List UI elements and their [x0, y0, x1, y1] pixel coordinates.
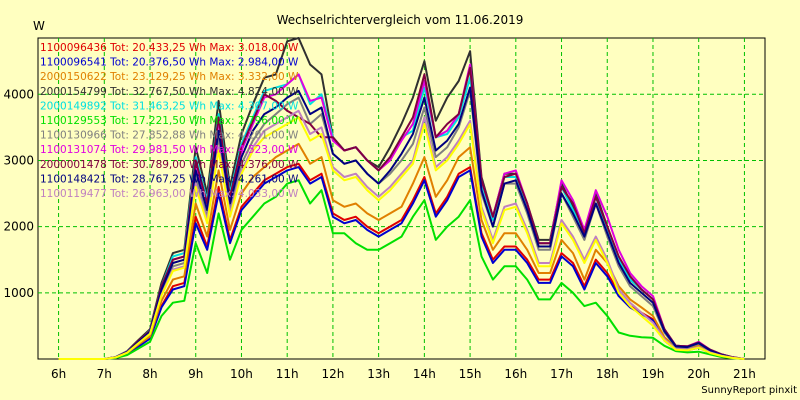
- x-tick-label: 13h: [367, 367, 390, 381]
- plot-area: [37, 37, 766, 360]
- legend-entry: 2000001478 Tot: 30.789,00 Wh Max: 4.376,…: [40, 159, 299, 171]
- series-line: [58, 142, 745, 360]
- x-tick-label: 9h: [188, 367, 203, 381]
- y-axis-unit: W: [33, 19, 45, 33]
- x-tick-label: 20h: [687, 367, 710, 381]
- legend: 1100096436 Tot: 20.433,25 Wh Max: 3.018,…: [40, 42, 299, 200]
- credit-text: SunnyReport pinxit: [701, 385, 797, 396]
- chart-title: Wechselrichtervergleich vom 11.06.2019: [277, 13, 524, 27]
- y-tick-label: 3000: [3, 153, 34, 167]
- legend-entry: 1100148421 Tot: 28.767,25 Wh Max: 4.261,…: [40, 173, 299, 185]
- y-axis-ticks: 1000 2000 3000 4000: [3, 87, 34, 300]
- series-line: [58, 179, 745, 360]
- series-line: [58, 66, 745, 360]
- y-tick-label: 2000: [3, 220, 34, 234]
- legend-entry: 1100130966 Tot: 27.852,88 Wh Max: 4.201,…: [40, 130, 299, 142]
- x-tick-label: 12h: [321, 367, 344, 381]
- legend-entry: 2000154799 Tot: 32.767,50 Wh Max: 4.824,…: [40, 86, 299, 98]
- series-line: [58, 109, 745, 360]
- legend-entry: 2000150622 Tot: 23.129,25 Wh Max: 3.332,…: [40, 71, 299, 83]
- y-tick-label: 4000: [3, 87, 34, 101]
- x-tick-label: 18h: [596, 367, 619, 381]
- x-tick-label: 6h: [51, 367, 66, 381]
- legend-entry: 2000149892 Tot: 31.463,25 Wh Max: 4.307,…: [40, 100, 299, 112]
- series-line: [58, 116, 745, 360]
- x-tick-label: 10h: [230, 367, 253, 381]
- x-tick-label: 8h: [142, 367, 157, 381]
- x-axis-ticks: 6h 7h 8h 9h 10h 11h 12h 13h 14h 15h 16h 17h 18h 19h 20…: [51, 367, 756, 381]
- x-tick-label: 15h: [459, 367, 482, 381]
- legend-entry: 1100096436 Tot: 20.433,25 Wh Max: 3.018,…: [40, 42, 299, 54]
- x-tick-label: 21h: [733, 367, 756, 381]
- legend-entry: 1100096541 Tot: 20.376,50 Wh Max: 2.984,…: [40, 57, 299, 69]
- legend-entry: 1100119477 Tot: 26.963,00 Wh Max: 4.033,…: [40, 188, 299, 200]
- series-line: [58, 89, 745, 360]
- x-tick-label: 16h: [504, 367, 527, 381]
- x-tick-label: 11h: [276, 367, 299, 381]
- x-tick-label: 19h: [642, 367, 665, 381]
- legend-entry: 1100129553 Tot: 17.221,50 Wh Max: 2.796,…: [40, 115, 299, 127]
- x-tick-label: 7h: [97, 367, 112, 381]
- x-tick-label: 14h: [413, 367, 436, 381]
- series-lines: [58, 37, 745, 360]
- legend-entry: 1100131074 Tot: 29.981,50 Wh Max: 4.523,…: [40, 144, 299, 156]
- x-tick-label: 17h: [550, 367, 573, 381]
- series-line: [58, 86, 745, 360]
- y-tick-label: 1000: [3, 286, 34, 300]
